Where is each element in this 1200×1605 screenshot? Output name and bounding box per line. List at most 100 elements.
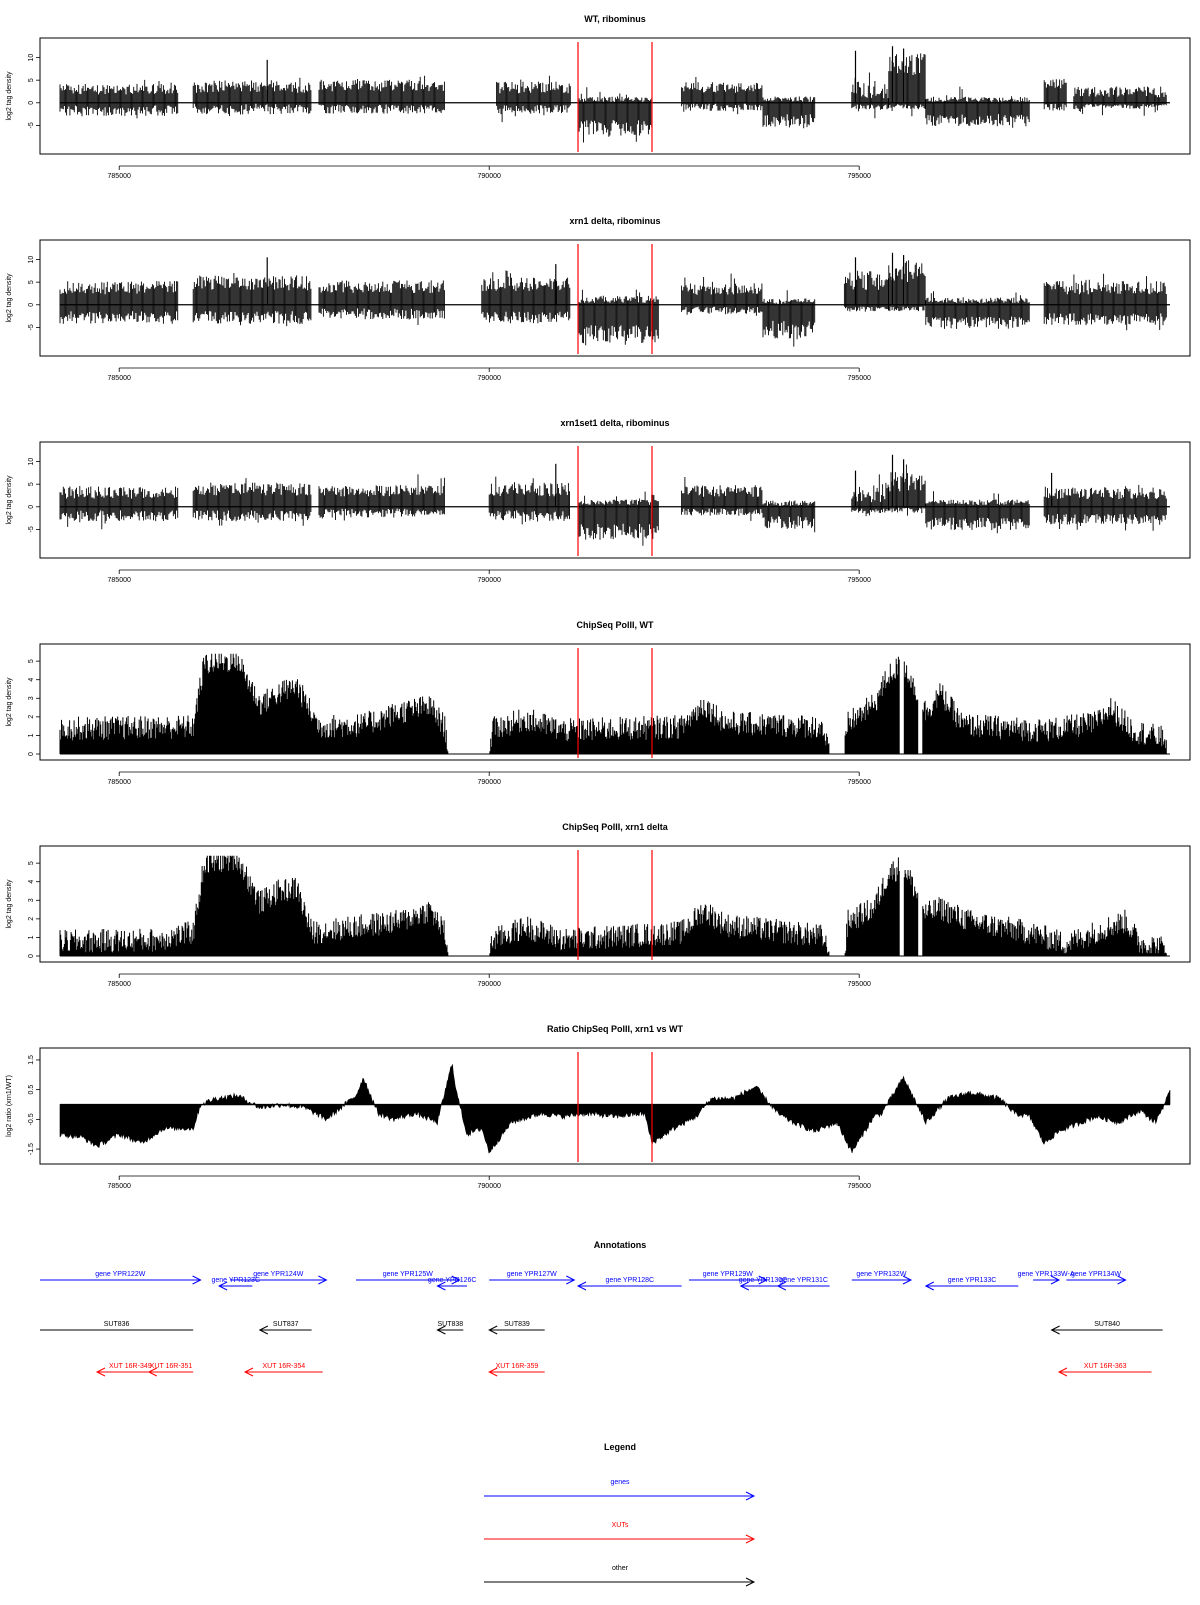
arrow-head xyxy=(436,1281,446,1291)
signal-bars-segment-9 xyxy=(888,464,926,516)
other-arrow-1: SUT836 xyxy=(40,1321,194,1331)
signal-bars-segment-8 xyxy=(851,474,889,517)
gene-label: gene YPR128C xyxy=(606,1277,655,1284)
y-tick-label: 1 xyxy=(28,935,35,939)
data-marks xyxy=(59,46,1170,143)
x-tick-label: 795000 xyxy=(848,1183,871,1190)
x-tick-label: 795000 xyxy=(848,981,871,988)
y-tick-label: -5 xyxy=(28,526,35,532)
y-tick-label: 1 xyxy=(28,733,35,737)
other-arrow-3: SUT838 xyxy=(436,1321,464,1335)
chipseq-bars xyxy=(59,855,1167,956)
arrow-head xyxy=(745,1534,756,1544)
plot-frame xyxy=(39,37,1191,155)
signal-bars-segment-10 xyxy=(925,291,1030,329)
y-tick-label: 5 xyxy=(28,659,35,663)
annotations-panel: Annotations gene YPR122W gene YPR123C gene … xyxy=(40,1240,1163,1377)
x-tick-label: 785000 xyxy=(108,173,131,180)
plot-frame xyxy=(39,1047,1191,1165)
signal-bars-segment-9 xyxy=(888,260,926,312)
chart-panel-3: xrn1set1 delta, ribominus log2 tag densit… xyxy=(6,418,1191,584)
xut-arrow-2: XUT 16R-351 xyxy=(147,1363,194,1377)
annotations-title: Annotations xyxy=(594,1240,647,1250)
y-axis-label: log2 tag density xyxy=(6,273,13,323)
y-tick-label: 0 xyxy=(28,303,35,307)
arrow-head xyxy=(318,1275,328,1285)
x-tick-label: 790000 xyxy=(478,779,501,786)
y-tick-label: 10 xyxy=(28,256,35,264)
arrow-head xyxy=(488,1325,498,1335)
signal-bars-segment-8 xyxy=(843,270,889,312)
chart-panel-6: Ratio ChipSeq PolII, xrn1 vs WT log2 rati… xyxy=(6,1024,1191,1190)
gene-label: gene YPR126C xyxy=(428,1277,477,1284)
y-tick-label: 1.5 xyxy=(28,1055,35,1065)
y-axis-label: log2 tag density xyxy=(6,71,13,121)
y-tick-label: -0.5 xyxy=(28,1113,35,1125)
other-label: SUT836 xyxy=(104,1321,130,1328)
y-tick-label: 10 xyxy=(28,458,35,466)
signal-bars-segment-10 xyxy=(925,86,1030,128)
arrow-head xyxy=(451,1275,461,1285)
chart-title: ChipSeq PolII, WT xyxy=(577,620,654,630)
plot-frame xyxy=(39,845,1191,963)
arrow-head xyxy=(95,1367,106,1377)
gene-label: gene YPR130C xyxy=(739,1277,788,1284)
x-tick-label: 795000 xyxy=(848,173,871,180)
gene-arrow-12: gene YPR133C xyxy=(924,1277,1019,1291)
plot-frame xyxy=(39,643,1191,761)
signal-bars-segment-13 xyxy=(1154,86,1167,111)
signal-bars-segment-7 xyxy=(762,500,816,533)
y-axis-label: log2 tag density xyxy=(6,677,13,727)
gene-arrow-5: gene YPR126C xyxy=(428,1277,477,1291)
ratio-area xyxy=(59,1063,1171,1154)
chart-title: xrn1 delta, ribominus xyxy=(569,216,660,226)
signal-bars-segment-10 xyxy=(925,491,1030,534)
y-tick-label: 2 xyxy=(28,917,35,921)
y-tick-label: 3 xyxy=(28,696,35,700)
chart-panel-1: WT, ribominus log2 tag density -5 0 5 10 78500… xyxy=(6,14,1191,180)
legend-label: XUTs xyxy=(612,1522,629,1529)
gene-arrow-4: gene YPR125W xyxy=(356,1271,461,1285)
x-tick-label: 790000 xyxy=(478,577,501,584)
arrow-head xyxy=(924,1281,935,1291)
chart-title: Ratio ChipSeq PolII, xrn1 vs WT xyxy=(547,1024,684,1034)
signal-bars-segment-6 xyxy=(681,477,763,521)
arrow-head xyxy=(745,1577,756,1587)
chipseq-bars xyxy=(59,653,1167,754)
data-marks xyxy=(59,653,1170,755)
chart-title: ChipSeq PolII, xrn1 delta xyxy=(562,822,669,832)
y-tick-label: 4 xyxy=(28,880,35,884)
x-tick-label: 785000 xyxy=(108,981,131,988)
y-tick-label: 0 xyxy=(28,752,35,756)
xut-label: XUT 16R-351 xyxy=(150,1363,193,1370)
data-marks xyxy=(59,1063,1171,1154)
gene-arrow-1: gene YPR122W xyxy=(40,1271,202,1285)
x-tick-label: 790000 xyxy=(478,981,501,988)
xut-arrow-3: XUT 16R-354 xyxy=(243,1363,323,1377)
y-tick-label: 0 xyxy=(28,101,35,105)
y-axis-label: log2 tag density xyxy=(6,475,13,525)
signal-bars-segment-5 xyxy=(577,491,659,546)
legend-label: genes xyxy=(610,1479,630,1486)
other-label: SUT840 xyxy=(1094,1321,1120,1328)
signal-bars-segment-1 xyxy=(59,486,179,530)
gene-arrow-2: gene YPR123C xyxy=(211,1277,260,1291)
arrow-head xyxy=(566,1275,576,1285)
xut-label: XUT 16R-359 xyxy=(496,1363,539,1370)
gene-label: gene YPR122W xyxy=(95,1271,145,1278)
signal-bars-segment-1 xyxy=(59,79,179,119)
signal-bars-segment-3 xyxy=(318,280,445,325)
arrow-head xyxy=(488,1367,498,1377)
chart-title: WT, ribominus xyxy=(584,14,646,24)
chart-panel-4: ChipSeq PolII, WT log2 tag density 0 1 2 3 4 5 7… xyxy=(6,620,1191,786)
signal-bars-segment-4 xyxy=(496,75,571,123)
chart-title: xrn1set1 delta, ribominus xyxy=(560,418,669,428)
signal-bars-segment-6 xyxy=(681,273,763,316)
other-label: SUT837 xyxy=(273,1321,299,1328)
xut-arrow-4: XUT 16R-359 xyxy=(488,1363,545,1377)
xut-label: XUT 16R-363 xyxy=(1084,1363,1127,1370)
x-tick-label: 790000 xyxy=(478,375,501,382)
x-tick-label: 785000 xyxy=(108,375,131,382)
x-tick-label: 795000 xyxy=(848,375,871,382)
signal-bars-segment-11 xyxy=(1043,484,1167,531)
